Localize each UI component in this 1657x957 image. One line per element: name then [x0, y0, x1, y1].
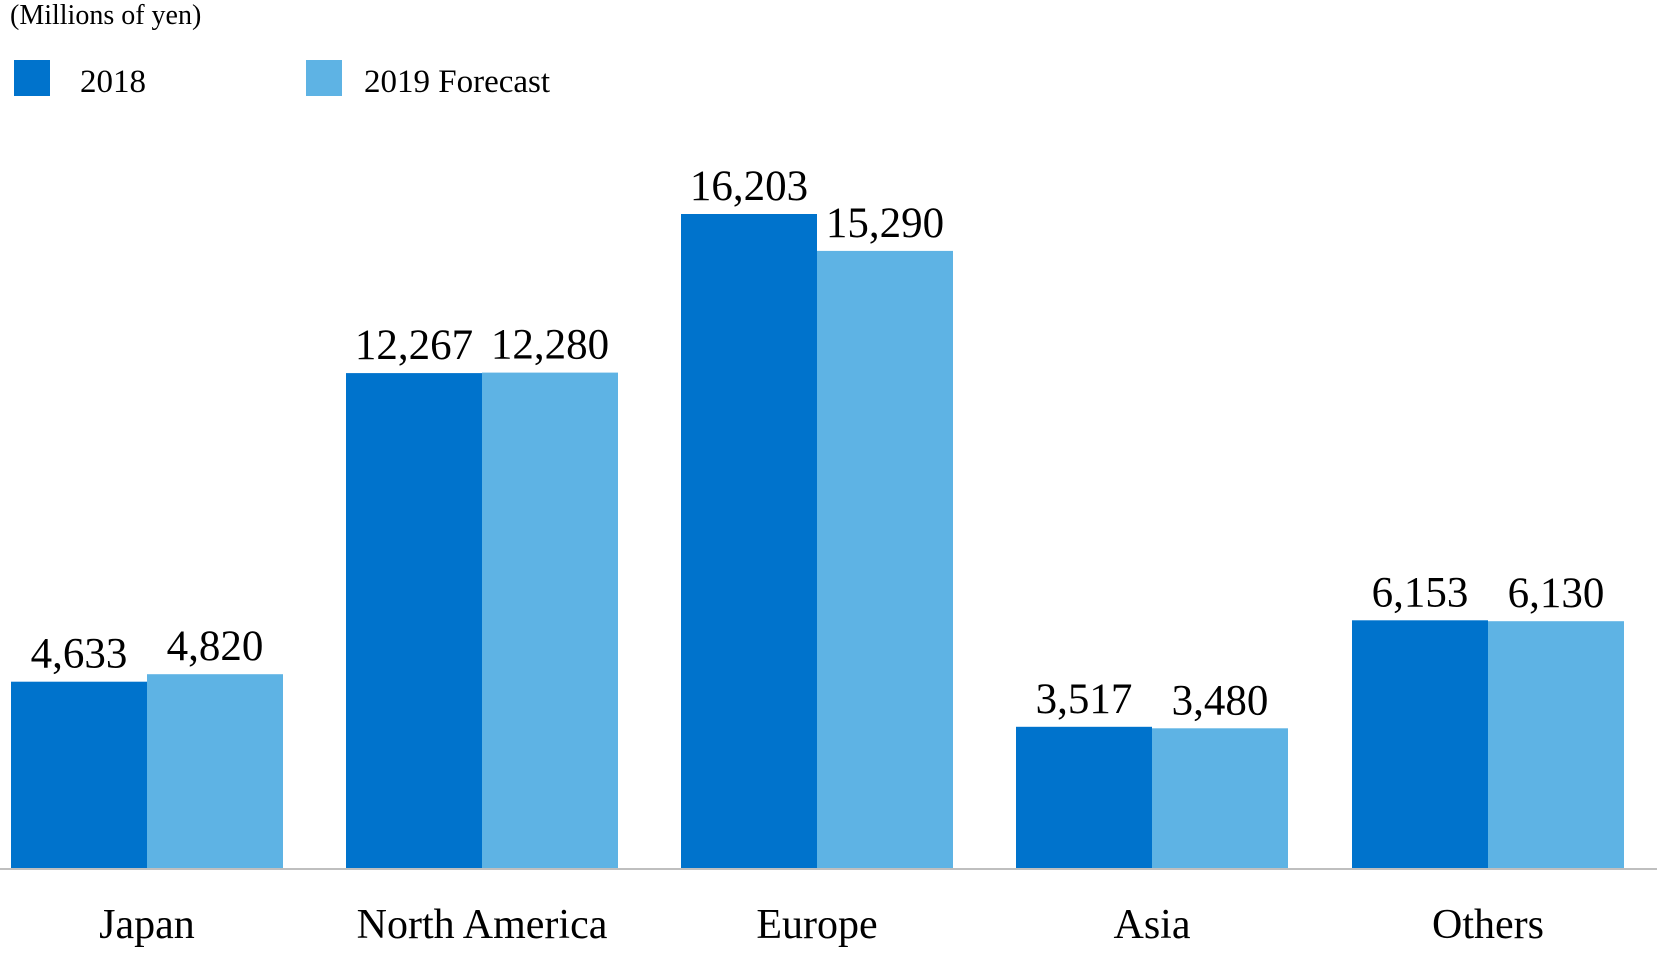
legend-label-2018: 2018 — [80, 64, 146, 100]
bar-japan-2019-forecast — [147, 674, 283, 869]
legend-swatch-2019-forecast — [306, 60, 342, 96]
bar-europe-2018 — [681, 214, 817, 869]
category-label-north-america: North America — [357, 902, 608, 948]
value-label-north-america-2019-forecast: 12,280 — [491, 322, 609, 369]
legend: 2018 2019 Forecast — [14, 60, 550, 100]
value-label-japan-2019-forecast: 4,820 — [167, 623, 264, 670]
bar-europe-2019-forecast — [817, 250, 953, 869]
category-label-others: Others — [1432, 902, 1544, 948]
value-label-europe-2018: 16,203 — [690, 163, 808, 210]
value-label-others-2019-forecast: 6,130 — [1508, 570, 1605, 617]
value-label-asia-2019-forecast: 3,480 — [1172, 677, 1269, 724]
category-label-japan: Japan — [99, 902, 195, 948]
value-label-japan-2018: 4,633 — [31, 631, 128, 678]
value-label-europe-2019-forecast: 15,290 — [826, 200, 944, 247]
bar-north-america-2018 — [346, 373, 482, 869]
value-label-asia-2018: 3,517 — [1036, 676, 1133, 723]
bar-north-america-2019-forecast — [482, 372, 618, 869]
legend-swatch-2018 — [14, 60, 50, 96]
bar-group — [11, 214, 1624, 869]
bar-asia-2019-forecast — [1152, 728, 1288, 869]
bar-others-2018 — [1352, 620, 1488, 869]
legend-label-2019-forecast: 2019 Forecast — [364, 64, 550, 100]
value-label-others-2018: 6,153 — [1372, 569, 1469, 616]
bar-asia-2018 — [1016, 726, 1152, 869]
category-label-asia: Asia — [1114, 902, 1191, 948]
value-label-group: 4,633 4,820 12,267 12,280 16,203 15,290 3,517 3… — [31, 163, 1605, 724]
bar-others-2019-forecast — [1488, 621, 1624, 869]
category-label-europe: Europe — [756, 902, 877, 948]
category-label-group: Japan North America Europe Asia Others — [99, 902, 1544, 948]
value-label-north-america-2018: 12,267 — [355, 322, 473, 369]
bar-japan-2018 — [11, 681, 147, 869]
unit-label: (Millions of yen) — [10, 0, 201, 31]
